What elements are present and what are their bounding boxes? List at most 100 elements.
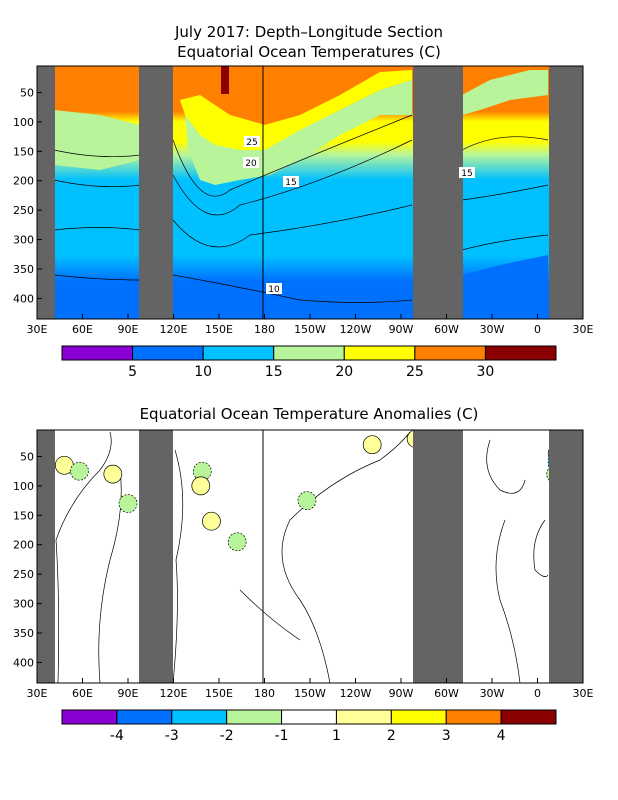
- isotherm: [53, 179, 141, 187]
- longitude-tick-label: 90W: [389, 687, 414, 700]
- land-africa: [37, 430, 55, 683]
- land-africa: [37, 66, 55, 319]
- green-band: [185, 80, 412, 185]
- land-mask: [37, 430, 583, 683]
- depth-tick-label: 350: [13, 263, 34, 276]
- contour-label-15: 15: [285, 178, 296, 188]
- contour-label-20: 20: [245, 159, 257, 169]
- colorbar-label: 3: [442, 728, 451, 744]
- isotherm: [172, 204, 413, 248]
- depth-tick-label: 150: [13, 509, 34, 522]
- colorbar-label: 5: [128, 364, 137, 380]
- land-africa-east: [549, 66, 583, 319]
- longitude-tick-label: 60W: [434, 687, 459, 700]
- anomaly-field-background: [37, 430, 583, 683]
- colorbar-label: -4: [110, 728, 124, 744]
- anomaly-contour: [55, 431, 112, 683]
- depth-tick-label: 200: [13, 175, 34, 188]
- land-maritime-continent: [139, 66, 173, 319]
- colorbar-swatch: [273, 345, 345, 361]
- land-maritime-continent: [139, 430, 173, 683]
- depth-tick-label: 300: [13, 598, 34, 611]
- depth-tick-label: 250: [13, 568, 34, 581]
- isotherm: [53, 227, 141, 231]
- longitude-tick-label: 180: [254, 323, 275, 336]
- temperature-field: [37, 66, 583, 319]
- longitude-tick-label: 120E: [160, 323, 188, 336]
- deep-blue-atlantic: [462, 255, 548, 319]
- anomaly-patch: [70, 461, 89, 481]
- colorbar-label: 20: [335, 364, 353, 380]
- isotherm: [172, 114, 413, 197]
- chart-title-line2: Equatorial Ocean Temperatures (C): [177, 43, 441, 61]
- longitude-tick-label: 0: [534, 687, 541, 700]
- land-mask: [37, 66, 583, 319]
- contour-label-box: [266, 283, 282, 294]
- chart-title-line1: July 2017: Depth–Longitude Section: [174, 23, 443, 41]
- green-band-west: [54, 110, 140, 170]
- warmest-spot: [221, 66, 229, 94]
- anomaly-patch: [103, 464, 123, 484]
- contour-label-10: 10: [268, 285, 280, 295]
- anomaly-patch: [202, 511, 221, 531]
- anomaly-contour: [281, 431, 411, 683]
- temperature-longitude-axis: 30E 60E 90E 120E 150E 180 150W 120W 90W 60W 30W 0 30…: [27, 314, 594, 336]
- anomaly-patch: [191, 476, 211, 496]
- depth-tick-label: 50: [20, 86, 34, 99]
- longitude-tick-label: 120E: [160, 687, 188, 700]
- longitude-tick-label: 30E: [27, 687, 48, 700]
- colorbar-label: -3: [165, 728, 179, 744]
- contour-label-15-atlantic: 15: [461, 169, 472, 179]
- deep-blue-pacific: [173, 280, 413, 319]
- isotherm: [461, 184, 549, 201]
- anomaly-patch: [297, 491, 317, 510]
- longitude-tick-label: 150W: [294, 687, 326, 700]
- anomaly-zero-contours: [55, 431, 549, 683]
- temperature-depth-axis: 50 100 150 200 250 300 350 400: [13, 86, 42, 305]
- colorbar-label: 30: [477, 364, 495, 380]
- anomaly-contour: [239, 589, 301, 641]
- longitude-tick-label: 120W: [340, 323, 372, 336]
- colorbar-swatch: [445, 709, 502, 725]
- colorbar-swatch: [202, 345, 275, 361]
- longitude-tick-label: 90W: [389, 323, 414, 336]
- colorbar-swatch: [335, 709, 392, 725]
- green-band-atlantic: [462, 70, 548, 115]
- longitude-tick-label: 30E: [573, 323, 594, 336]
- colorbar-swatch: [281, 709, 337, 725]
- colorbar-swatch: [226, 709, 283, 725]
- depth-tick-label: 150: [13, 145, 34, 158]
- land-south-america: [413, 66, 463, 319]
- colorbar-swatch: [484, 345, 557, 361]
- longitude-tick-label: 60E: [72, 687, 93, 700]
- temperature-chart: July 2017: Depth–Longitude Section Equat…: [13, 23, 594, 380]
- colorbar-swatch: [116, 709, 173, 725]
- longitude-tick-label: 90E: [118, 323, 139, 336]
- depth-tick-label: 100: [13, 116, 34, 129]
- isotherm: [172, 274, 413, 303]
- depth-tick-label: 250: [13, 204, 34, 217]
- contour-label-25: 25: [246, 138, 257, 148]
- colorbar-swatch: [414, 345, 486, 361]
- depth-tick-label: 300: [13, 234, 34, 247]
- longitude-tick-label: 60E: [72, 323, 93, 336]
- anomaly-chart-title: Equatorial Ocean Temperature Anomalies (…: [140, 405, 479, 423]
- depth-tick-label: 200: [13, 539, 34, 552]
- colorbar-swatch: [500, 709, 557, 725]
- longitude-tick-label: 30E: [573, 687, 594, 700]
- contour-label-box: [243, 157, 259, 168]
- depth-tick-label: 50: [20, 450, 34, 463]
- longitude-tick-label: 180: [254, 687, 275, 700]
- depth-tick-label: 350: [13, 627, 34, 640]
- colorbar-label: -2: [220, 728, 234, 744]
- colorbar-label: 15: [265, 364, 283, 380]
- colorbar-swatch: [61, 345, 134, 361]
- anomaly-patch: [118, 494, 138, 513]
- isotherms: [53, 114, 549, 303]
- anomaly-contour: [486, 439, 526, 494]
- isotherm: [461, 136, 549, 151]
- isotherm: [53, 149, 141, 157]
- contour-labels: 25 20 15 15 10: [243, 136, 475, 295]
- colorbar-label: 25: [406, 364, 424, 380]
